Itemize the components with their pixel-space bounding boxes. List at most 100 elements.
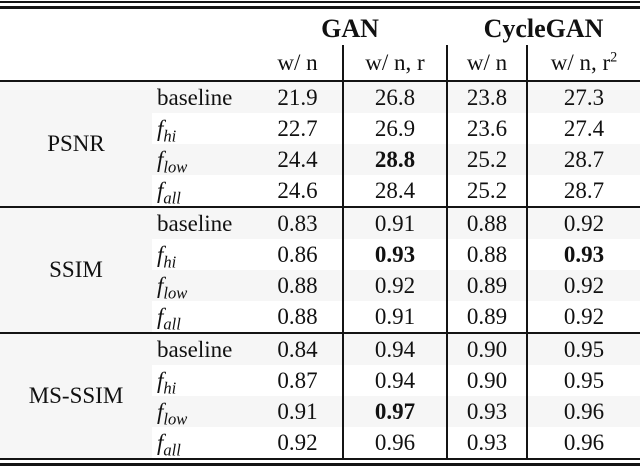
value-cell: 0.90: [446, 365, 527, 396]
value-cell: 0.92: [342, 270, 447, 301]
row-label: flow: [152, 270, 253, 301]
value-cell: 0.83: [253, 206, 343, 239]
column-header-exponent: 2: [610, 48, 618, 65]
metric-label-ssim: SSIM: [0, 206, 152, 333]
value-cell: 22.7: [277, 115, 318, 141]
column-group-gan: GAN: [321, 13, 379, 43]
value-cell: 0.93: [525, 239, 640, 270]
row-label-f: f: [157, 241, 164, 267]
value-cell: 0.92: [277, 429, 318, 455]
value-cell: 0.91: [277, 398, 318, 424]
value-cell: 0.89: [446, 270, 527, 301]
value-cell: 0.96: [525, 427, 640, 458]
header-empty-cell: [0, 9, 253, 45]
value-cell: 25.2: [446, 144, 527, 175]
value-cell: 0.89: [446, 301, 527, 333]
top-rule: [0, 1, 640, 9]
value-cell: 24.4: [277, 146, 318, 172]
row-label-subscript: hi: [163, 378, 177, 398]
row-label: flow: [152, 144, 253, 175]
value-cell: 23.8: [446, 81, 527, 113]
row-label: fhi: [152, 239, 253, 270]
table-row: fall 24.6 28.4 25.2 28.7: [0, 175, 640, 207]
column-header-gan-wn: w/ n: [253, 45, 343, 82]
table-row: fall 0.88 0.91 0.89 0.92: [0, 301, 640, 333]
value-cell: 0.97: [342, 396, 447, 427]
value-cell: 0.94: [342, 365, 447, 396]
header-group-row: GAN CycleGAN: [0, 9, 640, 45]
table-row: PSNR baseline 21.9 26.8 23.8 27.3: [0, 81, 640, 156]
column-header-cyclegan-wn: w/ n: [446, 45, 527, 82]
value-cell: 21.9: [277, 84, 318, 110]
value-cell: 0.95: [525, 332, 640, 365]
row-label: flow: [152, 396, 253, 427]
value-cell: 0.86: [277, 241, 318, 267]
value-cell: 0.84: [253, 332, 343, 365]
value-cell: 26.9: [342, 113, 447, 144]
row-label-f: f: [157, 115, 164, 141]
table-row: SSIM baseline 0.83 0.91 0.88 0.92: [0, 206, 640, 333]
row-label-subscript: all: [163, 440, 181, 460]
row-label-subscript: all: [163, 314, 181, 334]
column-header-text: w/ n, r: [550, 49, 611, 75]
value-cell: 0.90: [446, 332, 527, 365]
row-label: fhi: [152, 113, 253, 144]
row-label-subscript: low: [163, 157, 188, 177]
row-label-text: baseline: [157, 84, 233, 110]
row-label-text: baseline: [157, 210, 233, 236]
value-cell: 28.7: [525, 144, 640, 175]
row-label-f: f: [157, 146, 164, 172]
value-cell: 0.92: [525, 301, 640, 333]
value-cell: 0.88: [446, 239, 527, 270]
row-label-f: f: [157, 398, 164, 424]
row-label: fhi: [152, 365, 253, 396]
value-cell: 0.88: [277, 272, 318, 298]
column-header-text: w/ n, r: [365, 49, 425, 75]
table-row: fhi 0.86 0.93 0.88 0.93: [0, 239, 640, 270]
table-row: fhi 22.7 26.9 23.6 27.4: [0, 113, 640, 144]
row-label: fall: [152, 427, 253, 458]
value-cell: 0.91: [342, 206, 447, 239]
value-cell: 0.88: [277, 303, 318, 329]
row-label: fall: [152, 301, 253, 333]
row-label-subscript: low: [163, 283, 188, 303]
row-label: baseline: [152, 81, 253, 113]
header-empty-cell: [0, 45, 253, 82]
value-cell: 23.6: [446, 113, 527, 144]
row-label-subscript: hi: [163, 252, 177, 272]
row-label-text: baseline: [157, 336, 233, 362]
row-label: fall: [152, 175, 253, 207]
bottom-rule: [0, 458, 640, 466]
value-cell: 0.93: [446, 396, 527, 427]
row-label: baseline: [152, 332, 253, 365]
metric-label-psnr: PSNR: [47, 131, 105, 156]
row-label-f: f: [157, 367, 164, 393]
row-label-subscript: hi: [163, 126, 177, 146]
value-cell: 0.96: [342, 427, 447, 458]
row-label-f: f: [157, 272, 164, 298]
results-table: GAN CycleGAN w/ n w/ n, r w/ n w/ n, r2 …: [0, 9, 640, 458]
value-cell: 0.91: [342, 301, 447, 333]
row-label-f: f: [157, 177, 164, 203]
value-cell: 27.3: [525, 81, 640, 113]
value-cell: 0.87: [277, 367, 318, 393]
column-header-text: w/ n: [466, 49, 508, 75]
value-cell: 28.8: [342, 144, 447, 175]
row-label-subscript: low: [163, 409, 188, 429]
value-cell: 0.92: [525, 270, 640, 301]
value-cell: 0.92: [525, 206, 640, 239]
value-cell: 0.93: [446, 427, 527, 458]
column-group-cyclegan: CycleGAN: [483, 13, 604, 43]
table-row: fall 0.92 0.96 0.93 0.96: [0, 427, 640, 458]
value-cell: 25.2: [446, 175, 527, 207]
value-cell: 24.6: [277, 177, 318, 203]
column-header-cyclegan-wnr2: w/ n, r2: [525, 45, 640, 82]
value-cell: 27.4: [525, 113, 640, 144]
value-cell: 0.95: [525, 365, 640, 396]
row-label: baseline: [152, 206, 253, 239]
value-cell: 26.8: [342, 81, 447, 113]
row-label-subscript: all: [163, 188, 181, 208]
row-label-f: f: [157, 429, 164, 455]
row-label-f: f: [157, 303, 164, 329]
